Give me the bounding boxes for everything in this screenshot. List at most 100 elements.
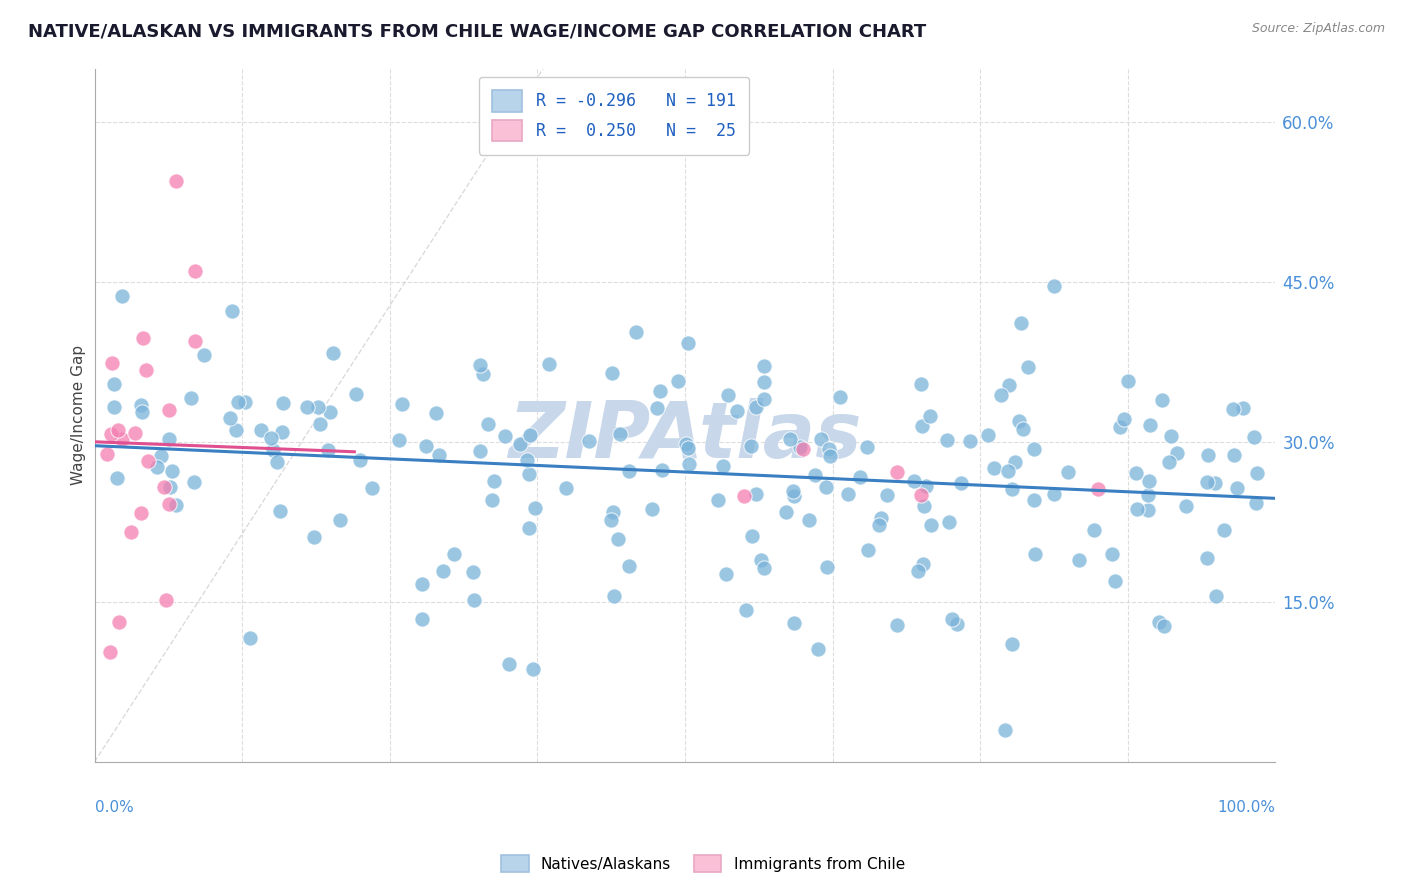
Point [349, 453, 371, 467]
Point [262, 443, 284, 458]
Point [725, 404, 748, 418]
Point [609, 427, 631, 442]
Point [271, 396, 294, 410]
Point [1057, 465, 1080, 479]
Point [411, 576, 433, 591]
Point [717, 388, 740, 402]
Point [108, 615, 131, 630]
Point [165, 174, 187, 188]
Point [1104, 574, 1126, 588]
Point [498, 657, 520, 671]
Point [1150, 392, 1173, 407]
Point [1195, 475, 1218, 489]
Point [461, 565, 484, 579]
Point [270, 425, 292, 439]
Point [1166, 445, 1188, 459]
Point [427, 448, 450, 462]
Point [949, 475, 972, 490]
Point [734, 603, 756, 617]
Point [443, 547, 465, 561]
Point [1243, 430, 1265, 444]
Point [938, 515, 960, 529]
Point [411, 612, 433, 626]
Point [150, 449, 173, 463]
Point [706, 493, 728, 508]
Point [519, 428, 541, 442]
Point [1109, 420, 1132, 434]
Point [815, 480, 838, 494]
Point [578, 434, 600, 449]
Point [870, 511, 893, 525]
Point [219, 410, 242, 425]
Point [741, 529, 763, 543]
Point [678, 335, 700, 350]
Point [152, 480, 174, 494]
Point [103, 377, 125, 392]
Point [676, 441, 699, 455]
Point [120, 524, 142, 539]
Point [1004, 454, 1026, 468]
Point [136, 454, 159, 468]
Point [1001, 637, 1024, 651]
Point [828, 390, 851, 404]
Point [1213, 523, 1236, 537]
Point [470, 444, 492, 458]
Point [886, 465, 908, 479]
Point [266, 455, 288, 469]
Point [124, 426, 146, 441]
Text: Source: ZipAtlas.com: Source: ZipAtlas.com [1251, 22, 1385, 36]
Point [910, 376, 932, 391]
Text: NATIVE/ALASKAN VS IMMIGRANTS FROM CHILE WAGE/INCOME GAP CORRELATION CHART: NATIVE/ALASKAN VS IMMIGRANTS FROM CHILE … [28, 22, 927, 40]
Point [858, 542, 880, 557]
Point [641, 501, 664, 516]
Point [1112, 412, 1135, 426]
Point [225, 423, 247, 437]
Point [920, 518, 942, 533]
Point [807, 642, 830, 657]
Point [617, 559, 640, 574]
Point [1246, 466, 1268, 480]
Point [998, 377, 1021, 392]
Point [789, 441, 811, 455]
Point [1204, 475, 1226, 490]
Point [752, 560, 775, 574]
Point [752, 392, 775, 407]
Point [941, 612, 963, 626]
Point [129, 507, 152, 521]
Point [782, 484, 804, 499]
Point [648, 384, 671, 398]
Point [1222, 402, 1244, 417]
Point [260, 431, 283, 445]
Point [810, 433, 832, 447]
Point [107, 423, 129, 437]
Point [105, 471, 128, 485]
Point [329, 513, 352, 527]
Point [911, 418, 934, 433]
Point [993, 723, 1015, 737]
Point [159, 480, 181, 494]
Point [517, 521, 540, 535]
Point [221, 304, 243, 318]
Point [100, 356, 122, 370]
Legend: R = -0.296   N = 191, R =  0.250   N =  25: R = -0.296 N = 191, R = 0.250 N = 25 [479, 77, 749, 154]
Point [1087, 482, 1109, 496]
Point [523, 501, 546, 516]
Point [183, 475, 205, 489]
Point [432, 564, 454, 578]
Point [607, 532, 630, 546]
Point [1017, 360, 1039, 375]
Point [228, 395, 250, 409]
Point [912, 557, 935, 571]
Point [180, 392, 202, 406]
Point [516, 452, 538, 467]
Point [1223, 448, 1246, 462]
Point [322, 346, 344, 360]
Point [157, 432, 180, 446]
Point [494, 429, 516, 443]
Point [849, 470, 872, 484]
Point [752, 359, 775, 374]
Point [886, 617, 908, 632]
Point [184, 264, 207, 278]
Point [1024, 547, 1046, 561]
Point [481, 493, 503, 508]
